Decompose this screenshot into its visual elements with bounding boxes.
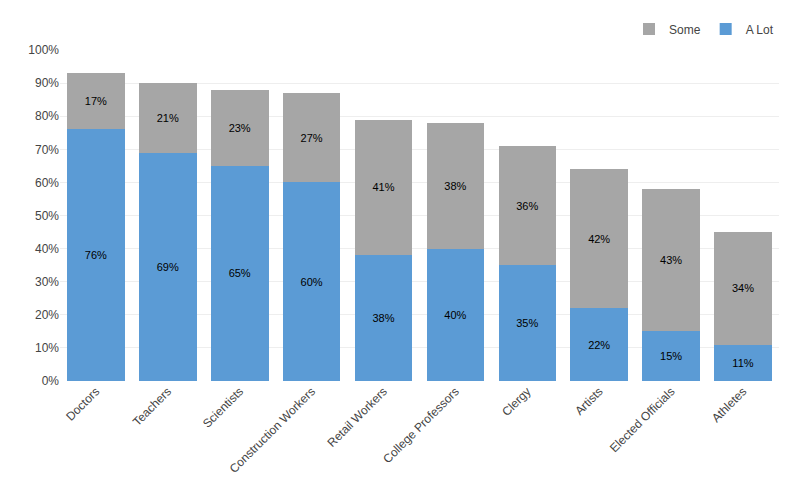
- svg-text:15%: 15%: [660, 350, 682, 362]
- svg-text:41%: 41%: [372, 181, 394, 193]
- svg-text:30%: 30%: [35, 275, 59, 289]
- svg-text:65%: 65%: [229, 267, 251, 279]
- svg-text:10%: 10%: [35, 341, 59, 355]
- svg-text:42%: 42%: [588, 233, 610, 245]
- svg-text:Some: Some: [669, 23, 701, 37]
- svg-text:21%: 21%: [157, 112, 179, 124]
- svg-text:A Lot: A Lot: [746, 23, 774, 37]
- svg-text:Construction Workers: Construction Workers: [227, 384, 318, 475]
- svg-text:69%: 69%: [157, 261, 179, 273]
- svg-text:76%: 76%: [85, 249, 107, 261]
- svg-text:Doctors: Doctors: [63, 384, 102, 423]
- svg-text:36%: 36%: [516, 200, 538, 212]
- svg-text:100%: 100%: [28, 43, 59, 57]
- svg-text:17%: 17%: [85, 95, 107, 107]
- svg-text:38%: 38%: [372, 312, 394, 324]
- svg-text:80%: 80%: [35, 109, 59, 123]
- svg-text:43%: 43%: [660, 254, 682, 266]
- svg-text:College Professors: College Professors: [380, 384, 462, 466]
- svg-text:60%: 60%: [35, 176, 59, 190]
- svg-text:Athletes: Athletes: [709, 384, 750, 425]
- svg-text:22%: 22%: [588, 339, 610, 351]
- svg-text:27%: 27%: [301, 132, 323, 144]
- svg-text:40%: 40%: [35, 242, 59, 256]
- svg-text:40%: 40%: [444, 309, 466, 321]
- svg-text:90%: 90%: [35, 76, 59, 90]
- svg-text:38%: 38%: [444, 180, 466, 192]
- svg-text:70%: 70%: [35, 143, 59, 157]
- svg-text:Scientists: Scientists: [200, 384, 246, 430]
- svg-text:Elected Officials: Elected Officials: [607, 384, 678, 455]
- svg-text:Clergy: Clergy: [499, 384, 533, 418]
- svg-text:50%: 50%: [35, 209, 59, 223]
- svg-text:35%: 35%: [516, 317, 538, 329]
- svg-text:20%: 20%: [35, 308, 59, 322]
- svg-text:0%: 0%: [42, 374, 60, 388]
- svg-text:11%: 11%: [732, 357, 753, 369]
- svg-text:Retail Workers: Retail Workers: [325, 384, 390, 449]
- svg-text:Artists: Artists: [572, 384, 605, 417]
- svg-text:60%: 60%: [301, 276, 323, 288]
- svg-text:34%: 34%: [732, 282, 754, 294]
- svg-text:23%: 23%: [229, 122, 251, 134]
- svg-text:Teachers: Teachers: [130, 384, 174, 428]
